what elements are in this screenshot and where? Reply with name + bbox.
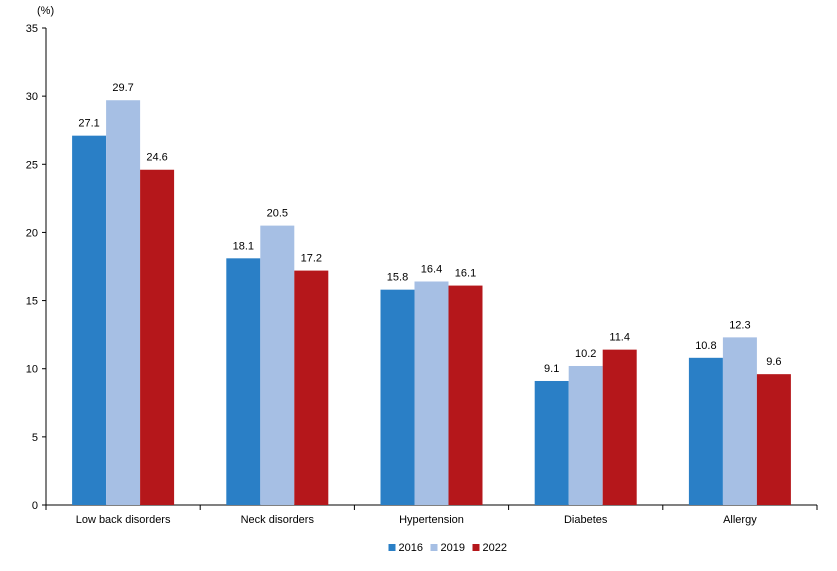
category-label: Hypertension <box>399 514 464 526</box>
category-label: Allergy <box>723 514 757 526</box>
data-label: 17.2 <box>301 253 322 265</box>
category-label: Diabetes <box>564 514 608 526</box>
data-label: 29.7 <box>112 82 133 94</box>
bar-2022 <box>140 169 175 506</box>
x-axis: Low back disorders Neck disorders Hyperten… <box>45 504 818 526</box>
data-label: 11.4 <box>609 332 630 344</box>
y-tick-label: 0 <box>32 500 38 512</box>
legend-label-2016: 2016 <box>399 542 423 554</box>
bar-2019 <box>414 281 449 505</box>
legend-swatch-2019 <box>430 544 438 551</box>
data-label: 16.1 <box>455 268 476 280</box>
legend-swatch-2022 <box>472 544 480 551</box>
bar-2022 <box>294 270 329 505</box>
y-unit-label: (%) <box>37 5 54 17</box>
bar-2022 <box>448 285 483 505</box>
category-label: Low back disorders <box>76 514 171 526</box>
bar-2016 <box>226 258 261 505</box>
bar-2022 <box>602 349 637 505</box>
bar-2016 <box>72 135 107 505</box>
data-labels: 27.1 29.7 24.6 18.1 20.5 17.2 15.8 16.4 16.1 9.1 1… <box>78 82 781 375</box>
category-label: Neck disorders <box>241 514 315 526</box>
bar-2016 <box>688 357 723 505</box>
bar-2016 <box>534 380 569 505</box>
data-label: 10.8 <box>695 340 716 352</box>
data-label: 12.3 <box>729 319 750 331</box>
data-label: 27.1 <box>78 118 99 130</box>
bars <box>72 100 791 506</box>
y-tick-label: 30 <box>26 91 38 103</box>
legend-label-2019: 2019 <box>441 542 465 554</box>
bar-2016 <box>380 289 415 505</box>
data-label: 16.4 <box>421 263 442 275</box>
data-label: 24.6 <box>146 152 167 164</box>
y-tick-label: 10 <box>26 364 38 376</box>
legend-label-2022: 2022 <box>483 542 507 554</box>
y-tick-label: 35 <box>26 23 38 35</box>
bar-2019 <box>568 365 603 505</box>
legend-swatch-2016 <box>388 544 396 551</box>
y-axis: 0 5 10 15 20 25 30 35 <box>26 23 47 512</box>
bar-2019 <box>722 337 757 505</box>
bar-2019 <box>106 100 141 505</box>
legend: 2016 2019 2022 <box>388 542 507 554</box>
y-tick-label: 25 <box>26 159 38 171</box>
data-label: 15.8 <box>387 272 408 284</box>
data-label: 9.6 <box>766 356 781 368</box>
y-tick-label: 5 <box>32 432 38 444</box>
data-label: 20.5 <box>267 208 288 220</box>
bar-2022 <box>756 374 791 505</box>
data-label: 9.1 <box>544 363 559 375</box>
data-label: 18.1 <box>233 240 254 252</box>
bar-2019 <box>260 225 295 505</box>
data-label: 10.2 <box>575 348 596 360</box>
y-tick-label: 20 <box>26 227 38 239</box>
y-tick-label: 15 <box>26 296 38 308</box>
